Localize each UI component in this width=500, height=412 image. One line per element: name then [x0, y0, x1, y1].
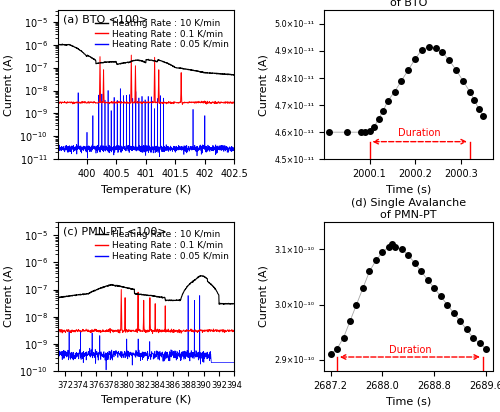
Title: (b) Single Avalanche
of BTO: (b) Single Avalanche of BTO: [351, 0, 466, 8]
X-axis label: Temperature (K): Temperature (K): [101, 395, 191, 405]
Text: (a) BTO <100>: (a) BTO <100>: [63, 15, 148, 25]
Y-axis label: Current (A): Current (A): [4, 54, 14, 116]
Y-axis label: Current (A): Current (A): [258, 54, 268, 116]
X-axis label: Time (s): Time (s): [386, 396, 431, 406]
Y-axis label: Current (A): Current (A): [258, 265, 268, 327]
X-axis label: Time (s): Time (s): [386, 185, 431, 194]
Text: Duration: Duration: [398, 129, 441, 138]
Text: Duration: Duration: [388, 345, 431, 356]
Legend: Heating Rate : 10 K/min, Heating Rate : 0.1 K/min, Heating Rate : 0.05 K/min: Heating Rate : 10 K/min, Heating Rate : …: [94, 229, 230, 262]
Title: (d) Single Avalanche
of PMN-PT: (d) Single Avalanche of PMN-PT: [350, 198, 466, 220]
Legend: Heating Rate : 10 K/min, Heating Rate : 0.1 K/min, Heating Rate : 0.05 K/min: Heating Rate : 10 K/min, Heating Rate : …: [94, 18, 230, 50]
Y-axis label: Current (A): Current (A): [4, 265, 14, 327]
Text: (c) PMN-PT <100>: (c) PMN-PT <100>: [63, 226, 166, 236]
X-axis label: Temperature (K): Temperature (K): [101, 185, 191, 194]
